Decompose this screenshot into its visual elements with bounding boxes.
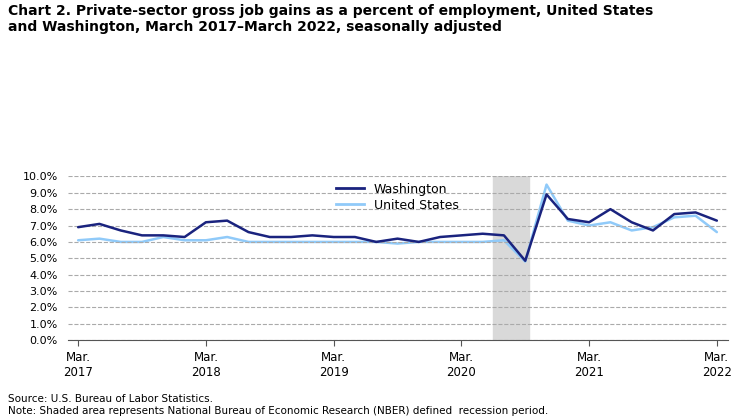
Text: Chart 2. Private-sector gross job gains as a percent of employment, United State: Chart 2. Private-sector gross job gains … [8, 4, 652, 34]
Legend: Washington, United States: Washington, United States [336, 183, 459, 213]
Text: Source: U.S. Bureau of Labor Statistics.
Note: Shaded area represents National B: Source: U.S. Bureau of Labor Statistics.… [8, 394, 548, 416]
Bar [494, 176, 530, 340]
